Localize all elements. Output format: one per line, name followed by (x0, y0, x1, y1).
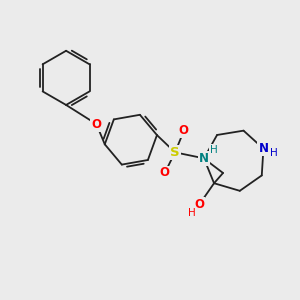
Text: N: N (258, 142, 268, 155)
Text: H: H (210, 145, 218, 155)
Text: N: N (199, 152, 208, 165)
Text: H: H (270, 148, 278, 158)
Text: O: O (160, 167, 170, 179)
Text: O: O (194, 198, 204, 211)
Text: O: O (92, 118, 101, 130)
Text: O: O (179, 124, 189, 137)
Text: S: S (170, 146, 180, 159)
Text: H: H (188, 208, 196, 218)
